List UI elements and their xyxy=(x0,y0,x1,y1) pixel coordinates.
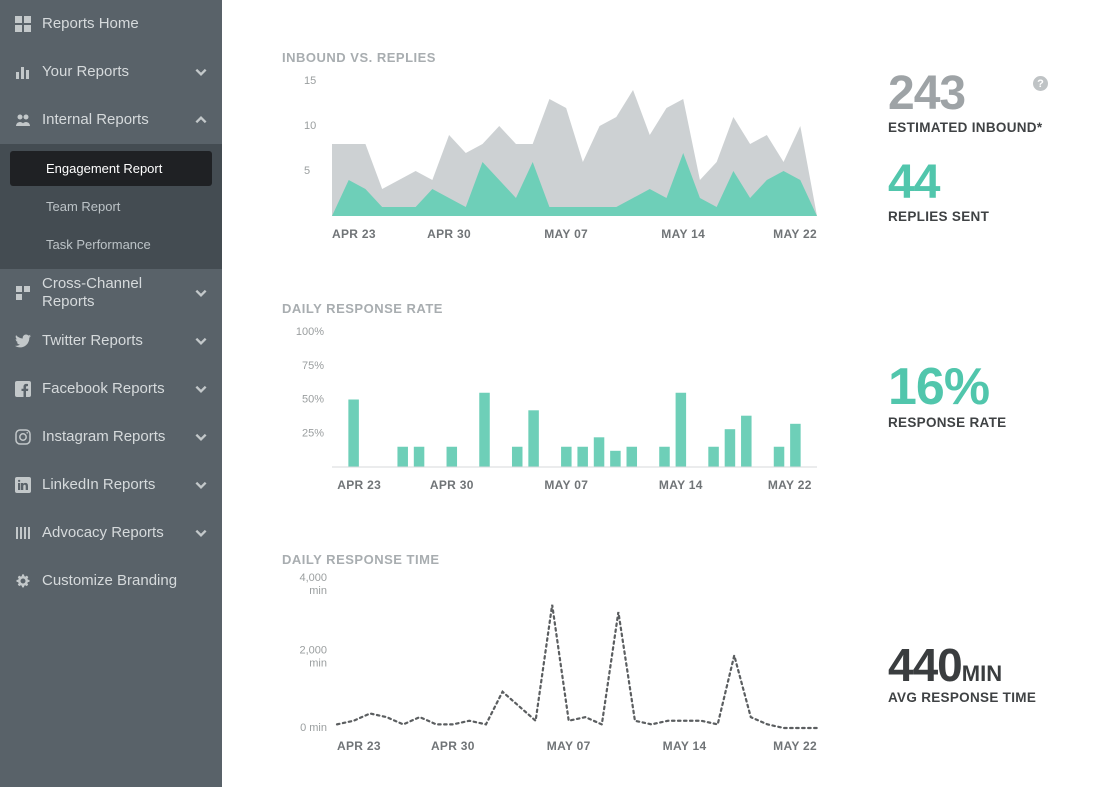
svg-text:APR 30: APR 30 xyxy=(430,478,474,492)
internal-reports-submenu: Engagement ReportTeam ReportTask Perform… xyxy=(0,144,222,269)
sidebar-sub-engagement-report[interactable]: Engagement Report xyxy=(10,151,212,186)
svg-text:APR 30: APR 30 xyxy=(431,739,475,753)
chart-title-time: DAILY RESPONSE TIME xyxy=(282,552,868,567)
stat-replies-label: REPLIES SENT xyxy=(888,209,1078,224)
svg-text:15: 15 xyxy=(304,75,316,87)
section-response-time: DAILY RESPONSE TIME 0 min2,000min4,000mi… xyxy=(282,552,1078,763)
svg-text:4,000: 4,000 xyxy=(299,573,327,584)
stat-rate: 16% RESPONSE RATE xyxy=(888,361,1078,430)
sidebar-item-label: Customize Branding xyxy=(42,572,208,590)
svg-text:min: min xyxy=(309,658,327,670)
sidebar-item-instagram-reports[interactable]: Instagram Reports xyxy=(0,413,222,461)
gear-icon xyxy=(14,572,32,590)
sidebar-item-label: Reports Home xyxy=(42,15,208,33)
svg-text:APR 23: APR 23 xyxy=(337,739,381,753)
bars-icon xyxy=(14,63,32,81)
svg-text:APR 23: APR 23 xyxy=(332,227,376,241)
response-rate-chart: 25% 50% 75% 100% APR 23 APR 30 MAY 07 MAY 14 MAY… xyxy=(282,322,842,502)
svg-text:MAY 22: MAY 22 xyxy=(773,227,817,241)
stat-time-unit: MIN xyxy=(962,661,1002,686)
stat-time-label: AVG RESPONSE TIME xyxy=(888,690,1078,705)
sidebar-item-label: LinkedIn Reports xyxy=(42,476,194,494)
linkedin-icon xyxy=(14,476,32,494)
stat-inbound-label: ESTIMATED INBOUND* xyxy=(888,120,1078,135)
sidebar-item-label: Instagram Reports xyxy=(42,428,194,446)
stat-inbound: 243 ? ESTIMATED INBOUND* xyxy=(888,70,1078,135)
sidebar-item-label: Your Reports xyxy=(42,63,194,81)
sidebar-item-advocacy-reports[interactable]: Advocacy Reports xyxy=(0,509,222,557)
sidebar-item-linkedin-reports[interactable]: LinkedIn Reports xyxy=(0,461,222,509)
svg-text:MAY 14: MAY 14 xyxy=(663,739,707,753)
svg-text:75%: 75% xyxy=(302,360,324,372)
response-time-chart: 0 min2,000min4,000minAPR 23APR 30MAY 07M… xyxy=(282,573,842,763)
main-content: INBOUND VS. REPLIES 5 10 15 APR 23 APR 30 MAY… xyxy=(222,0,1108,787)
sidebar-item-customize-branding[interactable]: Customize Branding xyxy=(0,557,222,605)
sidebar-item-label: Internal Reports xyxy=(42,111,194,129)
svg-text:MAY 22: MAY 22 xyxy=(768,478,812,492)
svg-text:MAY 14: MAY 14 xyxy=(659,478,703,492)
chart-title-rate: DAILY RESPONSE RATE xyxy=(282,301,868,316)
svg-text:25%: 25% xyxy=(302,427,324,439)
svg-text:100%: 100% xyxy=(296,326,324,338)
stat-replies-value: 44 xyxy=(888,159,1078,207)
svg-text:50%: 50% xyxy=(302,394,324,406)
sidebar-sub-team-report[interactable]: Team Report xyxy=(10,189,212,224)
stat-rate-value: 16% xyxy=(888,361,1078,413)
sidebar: Reports Home Your Reports Internal Repor… xyxy=(0,0,222,787)
stat-time: 440MIN AVG RESPONSE TIME xyxy=(888,642,1078,705)
instagram-icon xyxy=(14,428,32,446)
grid-icon xyxy=(14,15,32,33)
svg-text:10: 10 xyxy=(304,120,316,132)
sidebar-item-internal-reports[interactable]: Internal Reports xyxy=(0,96,222,144)
svg-text:5: 5 xyxy=(304,165,310,177)
sidebar-item-facebook-reports[interactable]: Facebook Reports xyxy=(0,365,222,413)
sidebar-sub-task-performance[interactable]: Task Performance xyxy=(10,227,212,262)
svg-text:min: min xyxy=(309,585,327,597)
stat-replies: 44 REPLIES SENT xyxy=(888,159,1078,224)
sidebar-item-reports-home[interactable]: Reports Home xyxy=(0,0,222,48)
sidebar-item-your-reports[interactable]: Your Reports xyxy=(0,48,222,96)
sidebar-item-label: Advocacy Reports xyxy=(42,524,194,542)
sidebar-item-label: Twitter Reports xyxy=(42,332,194,350)
sidebar-item-label: Facebook Reports xyxy=(42,380,194,398)
channels-icon xyxy=(14,284,32,302)
help-icon[interactable]: ? xyxy=(1033,76,1048,91)
sliders-icon xyxy=(14,524,32,542)
svg-text:MAY 22: MAY 22 xyxy=(773,739,817,753)
svg-text:MAY 14: MAY 14 xyxy=(661,227,705,241)
stat-inbound-value: 243 xyxy=(888,70,1078,118)
sidebar-item-twitter-reports[interactable]: Twitter Reports xyxy=(0,317,222,365)
sidebar-item-cross-channel[interactable]: Cross-Channel Reports xyxy=(0,269,222,317)
chart-title-inbound: INBOUND VS. REPLIES xyxy=(282,50,868,65)
stat-rate-label: RESPONSE RATE xyxy=(888,415,1078,430)
facebook-icon xyxy=(14,380,32,398)
sidebar-item-label: Cross-Channel Reports xyxy=(42,275,194,311)
section-response-rate: DAILY RESPONSE RATE 25% 50% 75% 100% APR 23 A… xyxy=(282,301,1078,502)
svg-text:MAY 07: MAY 07 xyxy=(544,227,588,241)
stat-time-value: 440 xyxy=(888,639,962,691)
svg-text:MAY 07: MAY 07 xyxy=(547,739,591,753)
svg-text:APR 30: APR 30 xyxy=(427,227,471,241)
svg-text:MAY 07: MAY 07 xyxy=(544,478,588,492)
svg-text:2,000: 2,000 xyxy=(299,645,327,657)
svg-text:APR 23: APR 23 xyxy=(337,478,381,492)
people-icon xyxy=(14,111,32,129)
inbound-chart: 5 10 15 APR 23 APR 30 MAY 07 MAY 14 MAY 22 xyxy=(282,71,842,251)
twitter-icon xyxy=(14,332,32,350)
section-inbound: INBOUND VS. REPLIES 5 10 15 APR 23 APR 30 MAY… xyxy=(282,50,1078,251)
svg-text:0 min: 0 min xyxy=(300,722,327,734)
